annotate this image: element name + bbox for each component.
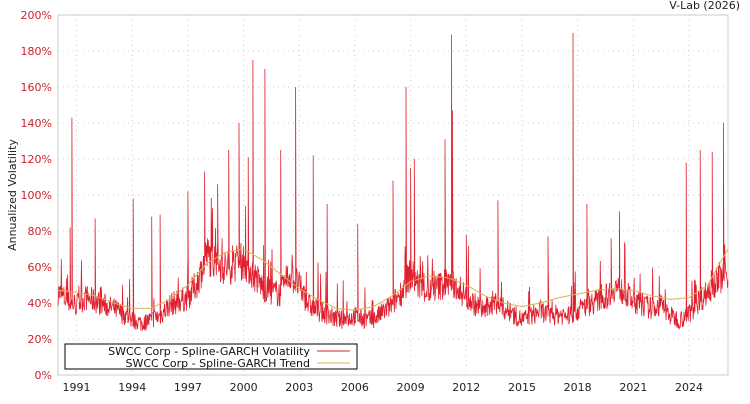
credit-label: V-Lab (2026) bbox=[669, 0, 740, 12]
y-tick-label: 200% bbox=[21, 9, 52, 22]
y-tick-label: 80% bbox=[28, 225, 52, 238]
y-tick-label: 140% bbox=[21, 117, 52, 130]
y-ticks: 0% 20% 40% 60% 80% 100% 120% 140% 160% 180% 200% bbox=[21, 9, 52, 382]
y-tick-label: 100% bbox=[21, 189, 52, 202]
y-tick-label: 160% bbox=[21, 81, 52, 94]
plot-frame bbox=[57, 14, 729, 376]
x-tick-label: 2000 bbox=[230, 381, 258, 394]
legend: SWCC Corp - Spline-GARCH Volatility SWCC… bbox=[64, 343, 358, 370]
x-tick-label: 1994 bbox=[118, 381, 146, 394]
x-tick-label: 2012 bbox=[452, 381, 480, 394]
y-tick-label: 120% bbox=[21, 153, 52, 166]
legend-label-trend: SWCC Corp - Spline-GARCH Trend bbox=[126, 357, 310, 370]
y-tick-label: 40% bbox=[28, 297, 52, 310]
series-lines bbox=[57, 32, 729, 331]
legend-label-volatility: SWCC Corp - Spline-GARCH Volatility bbox=[108, 345, 310, 358]
y-tick-label: 180% bbox=[21, 45, 52, 58]
x-tick-label: 2021 bbox=[619, 381, 647, 394]
x-tick-label: 1991 bbox=[63, 381, 91, 394]
x-tick-label: 2009 bbox=[397, 381, 425, 394]
x-tick-label: 2018 bbox=[564, 381, 592, 394]
x-tick-label: 2006 bbox=[341, 381, 369, 394]
y-axis-label: Annualized Volatility bbox=[6, 139, 19, 251]
y-tick-label: 20% bbox=[28, 333, 52, 346]
x-tick-label: 2015 bbox=[508, 381, 536, 394]
y-tick-label: 60% bbox=[28, 261, 52, 274]
x-tick-label: 2024 bbox=[675, 381, 703, 394]
volatility-line bbox=[57, 32, 729, 331]
legend-box bbox=[64, 343, 358, 370]
x-ticks: 1991 1994 1997 2000 2003 2006 2009 2012 2015 2018… bbox=[63, 381, 703, 394]
trend-line bbox=[57, 248, 729, 311]
x-tick-label: 2003 bbox=[285, 381, 313, 394]
y-tick-label: 0% bbox=[35, 369, 52, 382]
x-tick-label: 1997 bbox=[174, 381, 202, 394]
